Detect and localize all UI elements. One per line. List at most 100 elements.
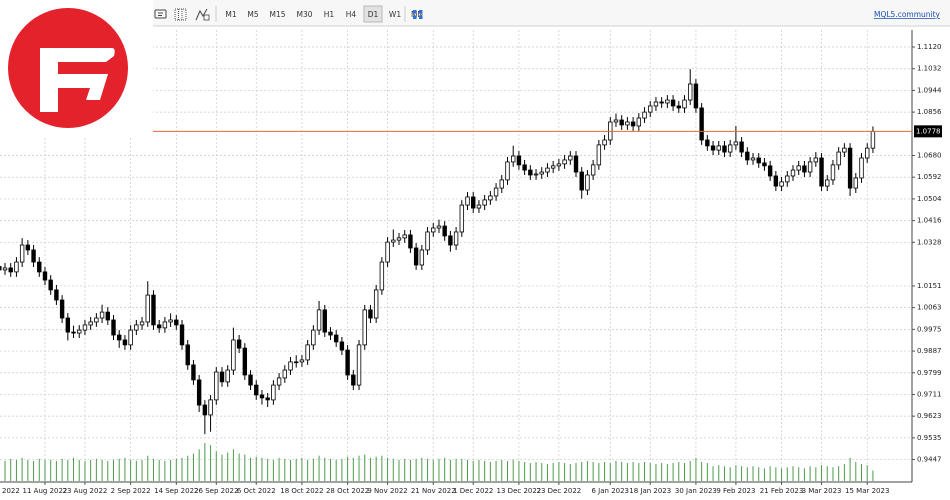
- candle-body: [836, 151, 841, 166]
- timeframe-button[interactable]: M5: [247, 10, 258, 19]
- candle-body: [813, 157, 819, 163]
- timeframe-button[interactable]: W1: [389, 10, 401, 19]
- timeframe-button[interactable]: M30: [296, 10, 312, 19]
- candle-body: [745, 151, 750, 161]
- timeframe-button[interactable]: M1: [225, 10, 236, 19]
- candle-body: [288, 361, 293, 371]
- candle-body: [71, 331, 76, 334]
- candle-body: [819, 157, 824, 187]
- candle-body: [305, 344, 310, 361]
- candle-body: [333, 334, 339, 343]
- candle-body: [31, 249, 36, 263]
- candle-body: [630, 121, 636, 127]
- chat-icon[interactable]: [154, 9, 167, 19]
- candle-body: [179, 324, 185, 346]
- x-tick-label: 9 Nov 2022: [367, 487, 407, 495]
- candle-body: [299, 359, 305, 363]
- candle-body: [14, 261, 19, 273]
- candle-body: [465, 196, 470, 206]
- indicator-icon[interactable]: [195, 8, 210, 21]
- candle-body: [431, 227, 436, 233]
- x-tick-label: 14 Sep 2022: [154, 487, 198, 495]
- timeframe-button[interactable]: M15: [269, 10, 285, 19]
- timeframe-button[interactable]: H1: [324, 10, 335, 19]
- candle-body: [442, 225, 447, 237]
- candle-body: [727, 144, 733, 153]
- candle-body: [25, 244, 31, 251]
- candle-body: [499, 179, 504, 189]
- timeframe-label: D1: [368, 10, 379, 19]
- candle-body: [77, 329, 82, 334]
- candle-body: [545, 167, 550, 173]
- candle-body: [785, 175, 790, 183]
- y-tick-label: 0.9447: [917, 456, 942, 464]
- candle-body: [254, 384, 259, 396]
- candle-body: [733, 141, 739, 146]
- y-tick-label: 1.0592: [917, 173, 942, 181]
- candle-body: [505, 161, 510, 181]
- x-tick-label: 3 Mar 2023: [802, 487, 842, 495]
- candle-body: [453, 231, 459, 246]
- tile-icon[interactable]: [413, 10, 423, 19]
- candle-body: [339, 341, 345, 351]
- candle-body: [48, 279, 53, 291]
- timeframe-label: H4: [346, 10, 357, 19]
- candle-body: [408, 234, 413, 249]
- candle-body: [345, 349, 350, 376]
- candle-body: [105, 311, 110, 321]
- candle-body: [259, 394, 265, 399]
- price-label-bg: [914, 125, 942, 138]
- timeframe-button[interactable]: MN: [411, 10, 423, 19]
- candle-body: [0, 266, 2, 271]
- candle-body: [242, 347, 248, 376]
- candle-body: [602, 139, 607, 146]
- candle-body: [328, 331, 333, 336]
- candle-body: [459, 204, 465, 233]
- candle-body: [185, 344, 190, 366]
- candle-body: [853, 177, 858, 189]
- candle-body: [174, 319, 179, 326]
- candle-body: [99, 311, 105, 319]
- active-highlight: [363, 5, 383, 23]
- candle-body: [65, 317, 71, 333]
- candle-body: [482, 199, 487, 206]
- candle-body: [750, 157, 756, 161]
- candle-body: [368, 309, 373, 319]
- candle-body: [756, 157, 761, 164]
- candle-body: [847, 147, 853, 189]
- grid-icon[interactable]: [174, 8, 187, 21]
- candle-body: [145, 294, 150, 323]
- candle-body: [42, 271, 48, 281]
- candle-body: [579, 171, 584, 191]
- candle-body: [425, 231, 430, 251]
- candle-body: [573, 155, 579, 173]
- candle-body: [282, 369, 287, 379]
- candle-body: [539, 171, 544, 175]
- y-tick-label: 0.9623: [917, 412, 942, 420]
- candle-body: [311, 329, 316, 346]
- candle-body: [139, 321, 145, 326]
- timeframe-label: M1: [225, 10, 236, 19]
- candle-body: [653, 101, 659, 107]
- candle-body: [699, 107, 704, 141]
- candle-body: [265, 397, 270, 401]
- timeframe-button[interactable]: H4: [346, 10, 357, 19]
- candle-body: [356, 344, 362, 386]
- candle-body: [391, 239, 396, 243]
- community-link[interactable]: MQL5.community: [874, 10, 941, 19]
- timeframe-button[interactable]: D1: [363, 5, 383, 23]
- candle-body: [134, 324, 139, 331]
- y-tick-label: 0.9535: [917, 434, 942, 442]
- candle-body: [693, 83, 699, 109]
- x-tick-label: 30 Jan 2023: [675, 487, 717, 495]
- candle-body: [162, 321, 168, 329]
- x-tick-label: 18 Oct 2022: [280, 487, 323, 495]
- timeframe-label: M5: [247, 10, 258, 19]
- candle-body: [236, 339, 242, 349]
- candle-body: [122, 339, 128, 346]
- timeframes: M1 M5 M15 M30 H1 H4 D1 W1 MN: [225, 5, 423, 23]
- candle-body: [865, 147, 870, 159]
- candle-body: [54, 289, 59, 301]
- candle-body: [208, 399, 213, 416]
- x-tick-label: 18 Jan 2023: [629, 487, 671, 495]
